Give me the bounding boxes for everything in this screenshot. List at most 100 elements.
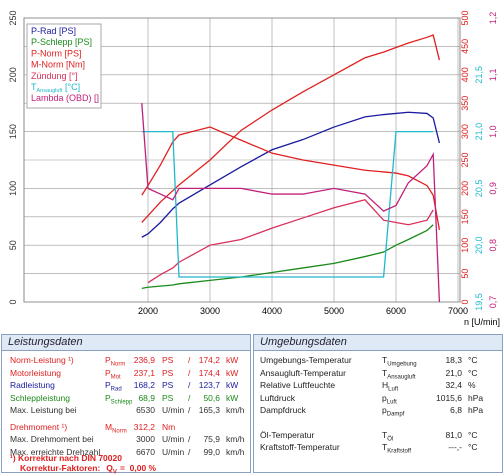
cell-label: Max. Drehmoment bei <box>10 434 94 444</box>
y-tick-label: 100 <box>8 181 18 196</box>
series-line <box>141 224 434 290</box>
cell-label: Max. erreichte Drehzahl <box>10 446 101 457</box>
symbol: PMot <box>105 368 121 381</box>
legend-entry: P-Rad [PS] <box>31 26 76 36</box>
cell-label: Ansaugluft-Temperatur <box>260 367 346 378</box>
y2-tick-label: 450 <box>460 39 470 54</box>
y4-tick-label: 0,7 <box>488 296 498 309</box>
cell-label: Radleistung <box>10 380 55 390</box>
cell-value: 168,2 <box>133 380 155 390</box>
legend-entry: P-Norm [PS] <box>31 48 82 58</box>
symbol-main: P <box>105 367 111 378</box>
y4-tick-label: 1,0 <box>488 125 498 138</box>
cell-label: Dampfdruck <box>260 405 306 415</box>
performance-panel: Leistungsdaten Norm-Leistung ¹) 236,9 PS / 17… <box>1 334 251 476</box>
x-axis-label: n [U/min] <box>464 317 500 327</box>
footnote: ¹) Korrektur nach DIN 70020 <box>10 453 122 463</box>
cell-label: Luftdruck <box>260 392 295 403</box>
cell-value: ---,- <box>448 442 462 452</box>
cell-value2: 165,3 <box>198 405 220 415</box>
cell-value: 81,0 <box>445 429 462 440</box>
series-line <box>141 130 434 278</box>
cell-unit: hPa <box>468 392 484 403</box>
y-tick-label: 150 <box>8 124 18 139</box>
y4-tick-label: 1,1 <box>488 69 498 82</box>
x-tick-label: 6000 <box>386 306 406 316</box>
y2-tick-label: 0 <box>460 299 470 304</box>
cell-value: 6,8 <box>450 405 462 415</box>
cell-label: Drehmoment ¹) <box>10 421 68 432</box>
y-tick-label: 0 <box>8 299 18 304</box>
cell-unit: PS <box>162 380 174 390</box>
symbol: TAnsaugluft <box>382 368 416 381</box>
y2-tick-label: 200 <box>460 181 470 196</box>
symbol-main: T <box>382 442 388 452</box>
y2-tick-label: 100 <box>460 238 470 253</box>
legend-box <box>26 23 102 109</box>
y-tick-label: 250 <box>8 10 18 25</box>
cell-value: 312,2 <box>133 421 155 432</box>
legend-entry: Lambda (OBD) [] <box>31 93 99 103</box>
cell-value: 3000 <box>136 434 155 444</box>
symbol: TÖl <box>382 430 393 443</box>
legend-name: M-Norm [Nm] <box>31 60 85 70</box>
cell-unit2: km/h <box>226 446 245 457</box>
legend-sub: Ansaugluft <box>37 88 63 94</box>
cell-value: 32,4 <box>445 380 462 390</box>
y3-tick-label: 21,0 <box>474 123 484 141</box>
symbol: pLuft <box>382 393 397 406</box>
legend-name: T <box>31 82 37 92</box>
cell-unit: °C <box>468 367 478 378</box>
cell-sep: / <box>188 355 191 365</box>
cell-unit2: kW <box>226 380 239 390</box>
factor-label: Korrektur-Faktoren: <box>20 463 101 473</box>
symbol-main: p <box>382 405 387 415</box>
factor-symbol: Q <box>106 463 113 473</box>
symbol-main: p <box>382 392 387 403</box>
cell-value: 6670 <box>136 446 155 457</box>
cell-unit2: km/h <box>226 405 245 415</box>
legend-suffix: [°C] <box>63 82 81 92</box>
cell-label: Norm-Leistung ¹) <box>10 355 74 365</box>
symbol-main: T <box>382 355 388 365</box>
cell-unit2: kW <box>226 367 239 378</box>
cell-sep: / <box>188 380 191 390</box>
cell-sep: / <box>188 392 191 403</box>
cell-unit: °C <box>468 355 478 365</box>
symbol-sub: Luft <box>386 399 397 406</box>
y2-tick-label: 50 <box>460 269 470 279</box>
cell-label: Relative Luftfeuchte <box>260 380 336 390</box>
symbol-main: M <box>105 421 113 432</box>
cell-value: 18,3 <box>445 355 462 365</box>
cell-unit: hPa <box>468 405 484 415</box>
cell-unit: PS <box>162 367 174 378</box>
symbol-sub: Ansaugluft <box>387 374 416 381</box>
y3-tick-label: 20,0 <box>474 236 484 254</box>
symbol: PSchlepp <box>105 393 132 406</box>
environment-panel: Umgebungsdaten Umgebungs-Temperatur 18,3 °C… <box>253 334 503 473</box>
x-tick-label: 5000 <box>324 306 344 316</box>
y4-tick-label: 1,2 <box>488 12 498 25</box>
series-line <box>141 111 441 238</box>
cell-value: 6530 <box>136 405 155 415</box>
chart: n [U/min] 2000 3000 4000 5000 6000 7000050100… <box>8 10 500 327</box>
cell-value: 237,1 <box>133 367 155 378</box>
cell-unit: °C <box>468 442 478 452</box>
symbol: PRad <box>105 380 122 393</box>
y3-tick-label: 19,5 <box>474 293 484 311</box>
symbol: TUmgebung <box>382 355 417 368</box>
legend-name: P-Rad [PS] <box>31 26 76 36</box>
series-line <box>141 34 441 223</box>
cell-label: Öl-Temperatur <box>260 429 315 440</box>
y2-tick-label: 250 <box>460 152 470 167</box>
cell-label: Schleppleistung <box>10 392 71 403</box>
cell-value: 21,0 <box>445 367 462 378</box>
y2-tick-label: 500 <box>460 10 470 25</box>
factor-value: = 0,00 % <box>119 463 157 473</box>
cell-sep: / <box>188 405 191 415</box>
symbol-sub: Öl <box>387 436 394 443</box>
cell-value2: 99,0 <box>203 446 220 457</box>
panel-title: Leistungsdaten <box>2 335 250 351</box>
cell-unit: PS <box>162 355 174 365</box>
panel-title: Umgebungsdaten <box>254 335 502 351</box>
